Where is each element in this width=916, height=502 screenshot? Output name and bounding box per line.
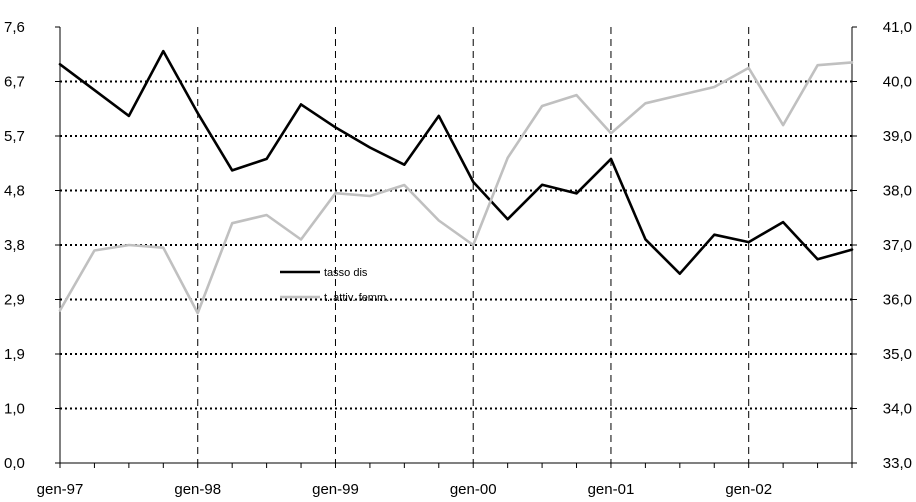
right-axis-tick-labels: 33,0 34,0 35,0 36,0 37,0 38,0 39,0 40,0 41,0 <box>883 19 912 472</box>
left-tick-label: 0,0 <box>4 455 25 472</box>
legend-label-tasso-dis: tasso dis <box>324 267 368 279</box>
right-tick-label: 38,0 <box>883 183 912 200</box>
right-tick-label: 35,0 <box>883 346 912 363</box>
right-tick-label: 36,0 <box>883 292 912 309</box>
right-tick-label: 33,0 <box>883 455 912 472</box>
right-tick-label: 34,0 <box>883 401 912 418</box>
x-tick-label: gen-01 <box>588 481 635 498</box>
right-tick-label: 37,0 <box>883 237 912 254</box>
left-tick-label: 1,9 <box>4 346 25 363</box>
left-tick-label: 1,0 <box>4 401 25 418</box>
right-tick-label: 41,0 <box>883 19 912 36</box>
left-tick-label: 4,8 <box>4 183 25 200</box>
x-tick-label: gen-97 <box>37 481 84 498</box>
axes <box>55 26 857 468</box>
series-lines <box>58 49 854 315</box>
left-tick-label: 6,7 <box>4 74 25 91</box>
x-tick-label: gen-98 <box>174 481 221 498</box>
series-line-tasso-dis <box>58 49 854 276</box>
left-tick-label: 5,7 <box>4 128 25 145</box>
x-tick-label: gen-99 <box>312 481 359 498</box>
left-tick-label: 7,6 <box>4 19 25 36</box>
right-tick-label: 39,0 <box>883 128 912 145</box>
x-tick-label: gen-00 <box>450 481 497 498</box>
left-tick-label: 2,9 <box>4 292 25 309</box>
x-axis-tick-labels: gen-97 gen-98 gen-99 gen-00 gen-01 gen-02 <box>37 481 772 498</box>
legend-label-t-attiv-femm: t. attiv. femm. <box>324 292 389 304</box>
left-axis-tick-labels: 0,0 1,0 1,9 2,9 3,8 4,8 5,7 6,7 7,6 <box>4 19 25 472</box>
right-tick-label: 40,0 <box>883 74 912 91</box>
grid-lines <box>60 27 852 463</box>
series-line-t-attiv-femm <box>58 61 854 315</box>
x-tick-label: gen-02 <box>725 481 772 498</box>
left-tick-label: 3,8 <box>4 237 25 254</box>
legend: tasso dis t. attiv. femm. <box>280 267 389 304</box>
